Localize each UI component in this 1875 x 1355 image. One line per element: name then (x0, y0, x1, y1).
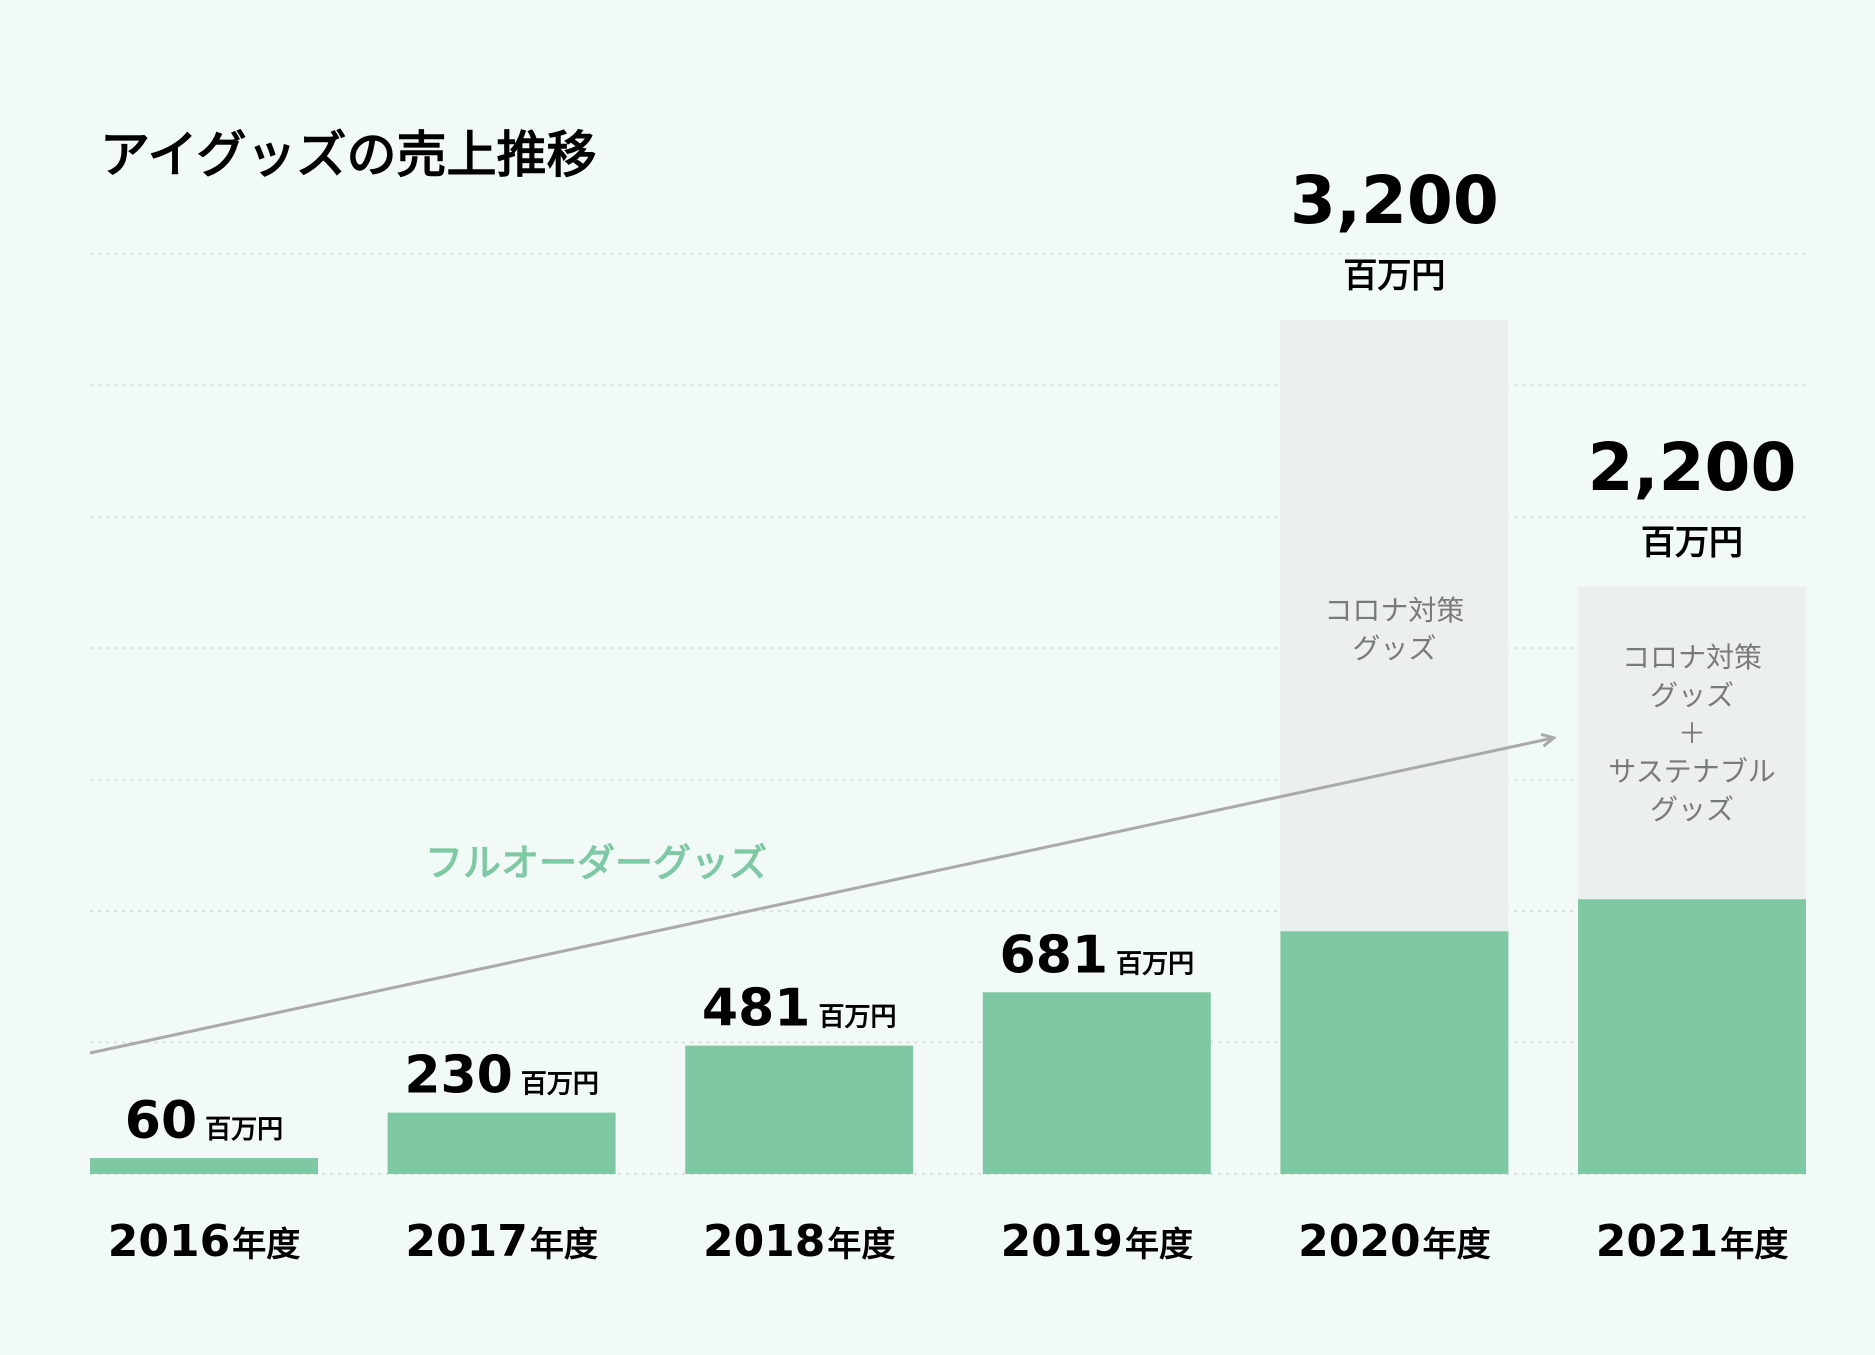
category-label: 2018年度 (703, 1216, 895, 1267)
segment-label: コロナ対策 (1324, 594, 1464, 627)
segment-label: ＋ (1678, 717, 1706, 750)
bar-full-order (982, 992, 1211, 1174)
segment-label: コロナ対策 (1622, 641, 1762, 674)
value-number: 681 (1000, 925, 1109, 985)
value-label: 3,200 (1290, 162, 1499, 239)
value-unit: 百万円 (1343, 256, 1445, 296)
bar-full-order (90, 1157, 318, 1174)
bar-full-order (685, 1045, 914, 1174)
value-unit: 百万円 (205, 1115, 283, 1145)
value-unit: 百万円 (1641, 523, 1743, 563)
segment-label: グッズ (1352, 632, 1436, 665)
grid-lines (90, 253, 1808, 1175)
chart-title: アイグッズの売上推移 (100, 126, 597, 184)
bar-full-order (1578, 899, 1806, 1174)
value-number: 60 (125, 1091, 197, 1151)
category-label: 2021年度 (1596, 1216, 1788, 1267)
bar-additional (1280, 320, 1509, 932)
trend-label: フルオーダーグッズ (425, 841, 767, 885)
value-label: 230 百万円 (404, 1046, 599, 1106)
value-label: 481 百万円 (702, 979, 897, 1039)
value-label: 681 百万円 (1000, 925, 1195, 985)
bar-additional (1578, 586, 1806, 900)
value-number: 481 (702, 979, 811, 1039)
segment-label: サステナブル (1608, 755, 1775, 788)
trend-arrow (89, 738, 1553, 1055)
value-number: 230 (404, 1046, 513, 1106)
value-label: 60 百万円 (125, 1091, 283, 1151)
value-label: 2,200 (1588, 429, 1797, 506)
category-label: 2016年度 (108, 1216, 300, 1267)
value-unit: 百万円 (521, 1070, 599, 1100)
category-label: 2019年度 (1001, 1216, 1193, 1267)
segment-label: グッズ (1650, 679, 1734, 712)
x-axis-labels: 2016年度 2017年度 2018年度 2019年度 2020年度 2021年度 (108, 1216, 1788, 1267)
value-unit: 百万円 (818, 1003, 896, 1033)
category-label: 2020年度 (1298, 1216, 1490, 1267)
bar-full-order (387, 1112, 616, 1174)
segment-label: グッズ (1650, 793, 1734, 826)
category-label: 2017年度 (405, 1216, 597, 1267)
value-unit: 百万円 (1116, 949, 1194, 979)
bar-full-order (1280, 931, 1509, 1174)
